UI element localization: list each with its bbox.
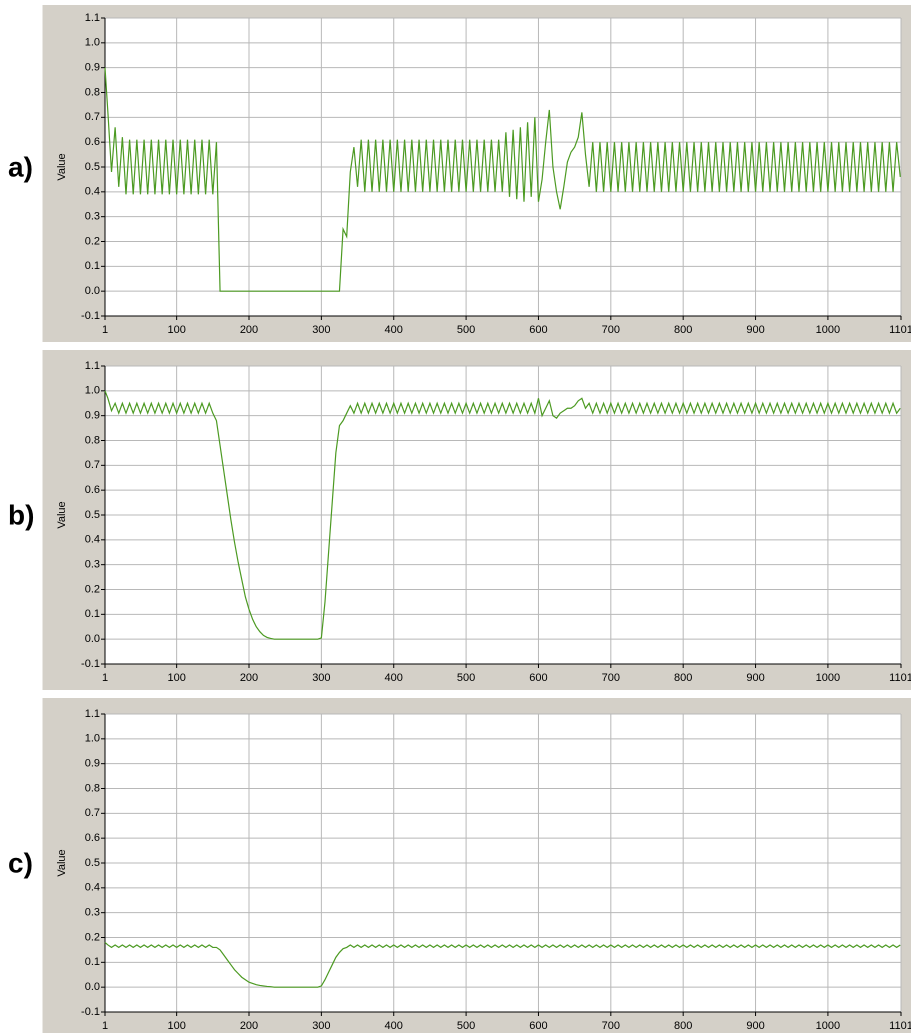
x-tick-label: 600 xyxy=(529,1020,547,1032)
y-axis-label: Value xyxy=(56,501,68,528)
y-axis-label: Value xyxy=(56,153,68,180)
x-tick-label: 300 xyxy=(312,324,330,336)
x-tick-label: 500 xyxy=(457,1020,475,1032)
x-tick-label: 500 xyxy=(457,324,475,336)
panel-label: b) xyxy=(8,499,34,530)
y-tick-label: -0.1 xyxy=(81,1006,100,1018)
y-tick-label: 0.2 xyxy=(85,235,100,247)
x-tick-label: 800 xyxy=(674,672,692,684)
panel-label: a) xyxy=(8,151,33,182)
y-tick-label: 0.5 xyxy=(85,161,100,173)
x-tick-label: 1000 xyxy=(816,672,840,684)
x-tick-label: 200 xyxy=(240,1020,258,1032)
data-line xyxy=(104,67,901,292)
y-tick-label: 0.2 xyxy=(85,583,100,595)
y-tick-label: -0.1 xyxy=(81,658,100,670)
x-tick-label: 1 xyxy=(102,672,108,684)
y-tick-label: 0.9 xyxy=(85,62,100,74)
x-tick-label: 1 xyxy=(102,1020,108,1032)
x-tick-label: 600 xyxy=(529,324,547,336)
y-tick-label: 0.7 xyxy=(85,459,100,471)
x-tick-label: 500 xyxy=(457,672,475,684)
y-tick-label: 0.8 xyxy=(85,86,100,98)
x-tick-label: 300 xyxy=(312,672,330,684)
data-line xyxy=(104,390,901,640)
x-tick-label: 700 xyxy=(602,672,620,684)
y-tick-label: 0.6 xyxy=(85,484,100,496)
x-tick-label: 1 xyxy=(102,324,108,336)
data-line xyxy=(104,942,901,988)
y-tick-label: 0.5 xyxy=(85,857,100,869)
x-tick-label: 100 xyxy=(167,324,185,336)
x-tick-label: 300 xyxy=(312,1020,330,1032)
y-tick-label: 0.8 xyxy=(85,434,100,446)
y-tick-label: 0.9 xyxy=(85,758,100,770)
y-tick-label: 0.8 xyxy=(85,782,100,794)
x-tick-label: 200 xyxy=(240,324,258,336)
y-tick-label: 1.0 xyxy=(85,385,100,397)
y-tick-label: 1.1 xyxy=(85,12,100,24)
x-tick-label: 900 xyxy=(746,672,764,684)
y-tick-label: 0.4 xyxy=(85,534,100,546)
y-tick-label: 0.4 xyxy=(85,882,100,894)
y-tick-label: 0.5 xyxy=(85,509,100,521)
x-tick-label: 1101 xyxy=(889,1020,911,1032)
y-tick-label: 0.0 xyxy=(85,633,100,645)
y-tick-label: 1.1 xyxy=(85,708,100,720)
x-tick-label: 200 xyxy=(240,672,258,684)
x-tick-label: 1000 xyxy=(816,1020,840,1032)
y-tick-label: 0.3 xyxy=(85,211,100,223)
y-tick-label: 0.1 xyxy=(85,260,100,272)
y-tick-label: 0.7 xyxy=(85,111,100,123)
x-tick-label: 600 xyxy=(529,672,547,684)
x-tick-label: 100 xyxy=(167,1020,185,1032)
x-tick-label: 400 xyxy=(385,1020,403,1032)
chart-panel: 1.1 1.0 0.9 0.8 0.7 0.6 0.5 0.4 0.3 0.2 0.1 0.0 -0.1… xyxy=(8,350,911,690)
y-tick-label: 1.0 xyxy=(85,37,100,49)
y-tick-label: 0.0 xyxy=(85,981,100,993)
y-tick-label: -0.1 xyxy=(81,310,100,322)
x-tick-label: 800 xyxy=(674,1020,692,1032)
x-tick-label: 1101 xyxy=(889,672,911,684)
chart-panel: 1.1 1.0 0.9 0.8 0.7 0.6 0.5 0.4 0.3 0.2 0.1 0.0 -0.1… xyxy=(8,5,911,342)
x-tick-label: 400 xyxy=(385,672,403,684)
x-tick-label: 800 xyxy=(674,324,692,336)
x-tick-label: 400 xyxy=(385,324,403,336)
x-tick-label: 1101 xyxy=(889,324,911,336)
y-tick-label: 0.1 xyxy=(85,956,100,968)
y-tick-label: 1.1 xyxy=(85,360,100,372)
x-tick-label: 700 xyxy=(602,324,620,336)
x-tick-label: 1000 xyxy=(816,324,840,336)
x-tick-label: 100 xyxy=(167,672,185,684)
y-tick-label: 0.6 xyxy=(85,136,100,148)
chart-panel: 1.1 1.0 0.9 0.8 0.7 0.6 0.5 0.4 0.3 0.2 0.1 0.0 -0.1… xyxy=(8,698,911,1033)
y-tick-label: 0.1 xyxy=(85,608,100,620)
y-tick-label: 0.2 xyxy=(85,931,100,943)
y-tick-label: 0.9 xyxy=(85,410,100,422)
y-tick-label: 1.0 xyxy=(85,733,100,745)
y-tick-label: 0.0 xyxy=(85,285,100,297)
x-tick-label: 900 xyxy=(746,1020,764,1032)
y-tick-label: 0.6 xyxy=(85,832,100,844)
panel-label: c) xyxy=(8,847,33,878)
y-tick-label: 0.3 xyxy=(85,559,100,571)
y-tick-label: 0.7 xyxy=(85,807,100,819)
x-tick-label: 900 xyxy=(746,324,764,336)
y-tick-label: 0.3 xyxy=(85,907,100,919)
x-tick-label: 700 xyxy=(602,1020,620,1032)
y-axis-label: Value xyxy=(56,849,68,876)
y-tick-label: 0.4 xyxy=(85,186,100,198)
